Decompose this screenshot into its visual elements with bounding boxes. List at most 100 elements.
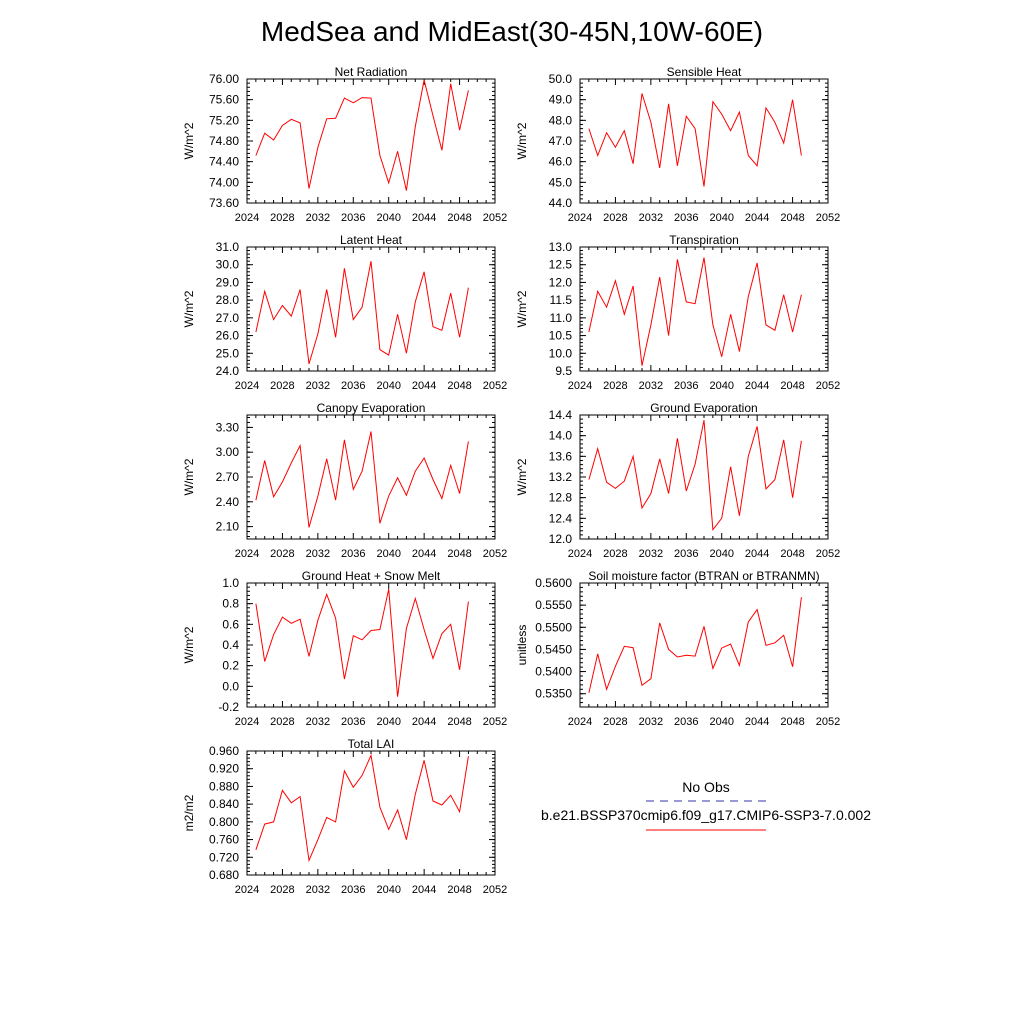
y-tick-label: 0.5450 <box>535 642 572 656</box>
y-tick-label: 3.30 <box>216 420 240 434</box>
page-title: MedSea and MidEast(30-45N,10W-60E) <box>261 16 763 47</box>
x-tick-label: 2032 <box>306 380 330 392</box>
y-tick-label: 46.0 <box>549 155 573 169</box>
y-tick-label: 25.0 <box>216 346 240 360</box>
plot-frame <box>579 582 829 708</box>
y-tick-label: 0.0 <box>222 679 239 693</box>
x-tick-label: 2044 <box>412 380 436 392</box>
y-tick-label: 0.5500 <box>535 620 572 634</box>
y-tick-label: 0.760 <box>209 833 239 847</box>
chart-title: Canopy Evaporation <box>317 401 426 415</box>
chart-panel: Total LAI m2/m2 2024 2028 2032 2036 2040 2044 20… <box>182 737 507 896</box>
x-tick-label: 2052 <box>816 380 840 392</box>
x-tick-label: 2044 <box>745 548 769 560</box>
x-tick-label: 2028 <box>270 212 294 224</box>
y-tick-label: 13.0 <box>549 240 573 254</box>
y-tick-label: 31.0 <box>216 240 240 254</box>
x-tick-label: 2052 <box>483 212 507 224</box>
x-tick-label: 2048 <box>780 548 804 560</box>
x-tick-label: 2028 <box>270 380 294 392</box>
y-tick-label: 2.10 <box>216 520 240 534</box>
x-tick-label: 2052 <box>483 884 507 896</box>
x-tick-label: 2028 <box>603 548 627 560</box>
x-tick-label: 2028 <box>270 548 294 560</box>
x-tick-label: 2040 <box>709 548 733 560</box>
y-tick-label: 0.800 <box>209 815 239 829</box>
chart-title: Ground Evaporation <box>650 401 757 415</box>
x-tick-label: 2036 <box>674 716 698 728</box>
y-tick-label: 47.0 <box>549 134 573 148</box>
y-tick-label: 13.2 <box>549 470 573 484</box>
y-tick-label: 0.8 <box>222 597 239 611</box>
x-tick-label: 2028 <box>270 884 294 896</box>
x-tick-label: 2036 <box>674 548 698 560</box>
chart-panel: Sensible Heat W/m^2 2024 2028 2032 2036 2040 20… <box>515 65 840 224</box>
y-tick-label: 2.70 <box>216 470 240 484</box>
chart-title: Total LAI <box>348 737 395 751</box>
x-tick-label: 2036 <box>341 380 365 392</box>
x-tick-label: 2048 <box>447 548 471 560</box>
x-tick-label: 2052 <box>483 380 507 392</box>
y-tick-label: 13.6 <box>549 449 573 463</box>
y-tick-label: 50.0 <box>549 72 573 86</box>
chart-panel: Transpiration W/m^2 2024 2028 2032 2036 2040 20… <box>515 233 840 392</box>
y-tick-label: 14.0 <box>549 429 573 443</box>
y-axis-label: W/m^2 <box>182 458 196 495</box>
x-tick-label: 2052 <box>483 548 507 560</box>
series-line <box>588 93 802 187</box>
y-tick-label: 0.5400 <box>535 665 572 679</box>
x-tick-label: 2040 <box>376 716 400 728</box>
y-tick-label: 14.4 <box>549 408 573 422</box>
x-tick-label: 2040 <box>709 716 733 728</box>
y-tick-label: 11.0 <box>550 311 573 325</box>
x-tick-label: 2036 <box>674 380 698 392</box>
x-tick-label: 2024 <box>235 380 259 392</box>
x-tick-label: 2024 <box>568 380 592 392</box>
y-tick-label: 9.5 <box>555 364 572 378</box>
y-tick-label: 76.00 <box>209 72 239 86</box>
y-axis-label: W/m^2 <box>515 122 529 159</box>
x-tick-label: 2036 <box>341 212 365 224</box>
chart-panel: Canopy Evaporation W/m^2 2024 2028 2032 2036 2… <box>182 401 507 560</box>
chart-title: Ground Heat + Snow Melt <box>302 569 441 583</box>
series-line <box>588 597 802 693</box>
y-tick-label: 0.960 <box>209 744 239 758</box>
chart-panel: Net Radiation W/m^2 2024 2028 2032 2036 2040 20… <box>182 65 507 224</box>
x-tick-label: 2040 <box>376 212 400 224</box>
y-tick-label: 12.5 <box>549 258 573 272</box>
series-line <box>588 257 802 366</box>
x-tick-label: 2044 <box>412 884 436 896</box>
series-line <box>255 261 469 365</box>
x-tick-label: 2032 <box>306 548 330 560</box>
x-tick-label: 2052 <box>483 716 507 728</box>
x-tick-label: 2052 <box>816 548 840 560</box>
x-tick-label: 2052 <box>816 716 840 728</box>
y-axis-label: unitless <box>515 625 529 666</box>
y-tick-label: 3.00 <box>216 445 240 459</box>
y-tick-label: 1.0 <box>222 576 239 590</box>
x-tick-label: 2044 <box>745 380 769 392</box>
x-tick-label: 2024 <box>568 548 592 560</box>
y-tick-label: 24.0 <box>216 364 240 378</box>
plot-frame <box>579 246 829 372</box>
y-tick-label: 30.0 <box>216 258 240 272</box>
x-tick-label: 2028 <box>603 716 627 728</box>
y-tick-label: 12.8 <box>549 491 573 505</box>
chart-panel: Soil moisture factor (BTRAN or BTRANMN) u… <box>515 569 840 728</box>
y-axis-label: m2/m2 <box>182 794 196 831</box>
x-tick-label: 2032 <box>639 716 663 728</box>
chart-panel: Ground Heat + Snow Melt W/m^2 2024 2028 2032… <box>182 569 507 728</box>
x-tick-label: 2040 <box>376 884 400 896</box>
x-tick-label: 2028 <box>603 380 627 392</box>
x-tick-label: 2036 <box>341 548 365 560</box>
y-tick-label: 74.40 <box>209 155 239 169</box>
chart-title: Transpiration <box>669 233 739 247</box>
x-tick-label: 2044 <box>745 212 769 224</box>
x-tick-label: 2044 <box>412 716 436 728</box>
x-tick-label: 2052 <box>816 212 840 224</box>
y-tick-label: 74.00 <box>209 175 239 189</box>
y-tick-label: 48.0 <box>549 113 573 127</box>
plot-frame <box>579 414 829 540</box>
